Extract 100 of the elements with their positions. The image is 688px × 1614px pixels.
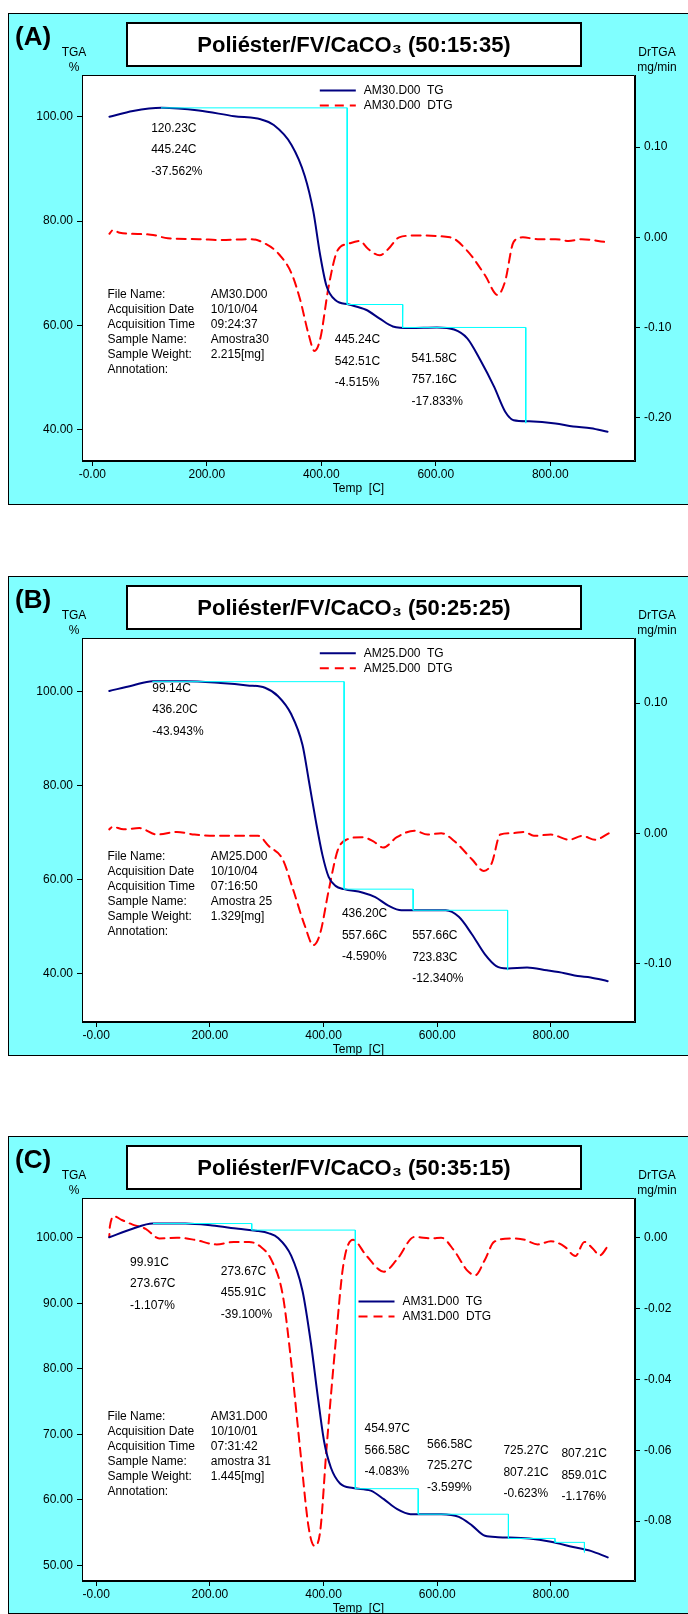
y-axis-title: TGA % <box>61 1168 87 1198</box>
y-tick-label: 40.00 <box>42 422 74 437</box>
y-tick-label: 90.00 <box>42 1295 74 1310</box>
annotation: 757.16C <box>411 372 458 387</box>
y-tick-label: 80.00 <box>42 213 74 228</box>
text: File Name: AM25.D00 <box>107 849 268 864</box>
annotation: 566.58C <box>427 1436 473 1451</box>
y2-tick-label: 0.00 <box>644 229 668 244</box>
annotation: -12.340% <box>412 971 464 986</box>
annotation: -1.107% <box>130 1297 176 1312</box>
y-tick-label: 60.00 <box>42 872 74 887</box>
chart-title: Poliéster/FV/CaCO₃ (50:35:15) <box>126 1145 582 1190</box>
text: Sample Weight: 2.215[mg] <box>107 347 265 362</box>
y-tick-label: 80.00 <box>42 778 74 793</box>
text: (C) <box>15 1144 52 1175</box>
x-tick-label: 800.00 <box>532 1586 570 1601</box>
text: Sample Name: Amostra30 <box>107 332 269 347</box>
annotation: -4.083% <box>364 1464 410 1479</box>
annotation: 436.20C <box>341 906 388 921</box>
text: Sample Weight: 1.445[mg] <box>107 1468 265 1483</box>
annotation: -43.943% <box>152 723 204 738</box>
text: Acquisition Date 10/10/04 <box>107 302 258 317</box>
y2-axis-title: DrTGA mg/min <box>637 45 677 75</box>
legend-label: AM31.D00 TG <box>402 1293 483 1308</box>
legend-label: AM30.D00 TG <box>363 82 444 97</box>
legend-label: AM25.D00 TG <box>363 645 444 660</box>
text: Acquisition Date 10/10/04 <box>107 864 258 879</box>
legend-label: AM25.D00 DTG <box>363 660 453 675</box>
x-axis-title: Temp [C] <box>332 481 385 496</box>
y-tick-label: 50.00 <box>42 1557 74 1572</box>
annotation: -0.623% <box>503 1486 549 1501</box>
annotation: Annotation: <box>107 1483 169 1498</box>
y-tick-label: 100.00 <box>36 684 74 699</box>
text: (B) <box>15 584 52 615</box>
annotation: 273.67C <box>130 1276 176 1291</box>
text: (A) <box>15 21 52 52</box>
y-tick-label: 80.00 <box>42 1361 74 1376</box>
y2-tick-label: -0.06 <box>644 1442 672 1457</box>
y2-tick-label: -0.04 <box>644 1371 672 1386</box>
x-tick-label: 800.00 <box>532 1027 570 1042</box>
text: Sample Weight: 1.329[mg] <box>107 909 265 924</box>
annotation: -39.100% <box>220 1306 273 1321</box>
legend-label: AM31.D00 DTG <box>402 1308 492 1323</box>
annotation: 273.67C <box>220 1263 267 1278</box>
annotation: Annotation: <box>107 362 169 377</box>
x-tick-label: 400.00 <box>302 466 340 481</box>
annotation: 436.20C <box>152 702 198 717</box>
y2-tick-label: -0.20 <box>644 410 672 425</box>
text: Acquisition Time 09:24:37 <box>107 317 258 332</box>
annotation: -4.590% <box>341 949 387 964</box>
y2-tick-label: 0.10 <box>644 695 668 710</box>
annotation: 445.24C <box>151 142 197 157</box>
annotation: -4.515% <box>334 375 380 390</box>
text: Acquisition Time 07:16:50 <box>107 879 258 894</box>
annotation: 557.66C <box>341 927 388 942</box>
annotation: 557.66C <box>412 928 458 943</box>
x-tick-label: 200.00 <box>191 1586 229 1601</box>
y-axis-title: TGA % <box>61 45 87 75</box>
annotation: 454.97C <box>364 1421 411 1436</box>
annotation: 725.27C <box>427 1458 473 1473</box>
annotation: 859.01C <box>561 1467 608 1482</box>
y2-tick-label: -0.10 <box>644 955 672 970</box>
y-tick-label: 100.00 <box>36 1230 74 1245</box>
y-tick-label: 70.00 <box>42 1426 74 1441</box>
annotation: -1.176% <box>561 1489 607 1504</box>
text: File Name: AM31.D00 <box>107 1408 268 1423</box>
annotation: Annotation: <box>107 924 169 939</box>
x-axis-title: Temp [C] <box>332 1601 385 1614</box>
legend-label: AM30.D00 DTG <box>363 97 453 112</box>
annotation: 120.23C <box>151 120 197 135</box>
x-tick-label: -0.00 <box>82 1586 111 1601</box>
annotation: -37.562% <box>151 163 203 178</box>
text: Sample Name: Amostra 25 <box>107 894 273 909</box>
text: Acquisition Time 07:31:42 <box>107 1438 258 1453</box>
y2-tick-label: -0.08 <box>644 1513 672 1528</box>
x-tick-label: -0.00 <box>82 1027 111 1042</box>
annotation: -3.599% <box>427 1479 473 1494</box>
annotation: 723.83C <box>412 949 458 964</box>
y-tick-label: 100.00 <box>36 109 74 124</box>
y2-tick-label: -0.02 <box>644 1300 672 1315</box>
annotation: 445.24C <box>334 332 381 347</box>
x-tick-label: -0.00 <box>78 466 107 481</box>
y2-tick-label: -0.10 <box>644 319 672 334</box>
y2-tick-label: 0.00 <box>644 1229 668 1244</box>
x-tick-label: 800.00 <box>531 466 569 481</box>
chart-title: Poliéster/FV/CaCO₃ (50:25:25) <box>126 585 582 630</box>
annotation: 566.58C <box>364 1442 411 1457</box>
annotation: 455.91C <box>220 1285 267 1300</box>
annotation: 99.91C <box>130 1254 170 1269</box>
annotation: -17.833% <box>411 393 464 408</box>
y-axis-title: TGA % <box>61 608 87 638</box>
x-tick-label: 200.00 <box>188 466 226 481</box>
y-tick-label: 40.00 <box>42 965 74 980</box>
text: File Name: AM30.D00 <box>107 287 268 302</box>
line-series <box>108 825 610 947</box>
annotation: 725.27C <box>503 1443 550 1458</box>
annotation: 542.51C <box>334 353 381 368</box>
line-series <box>108 680 609 983</box>
x-tick-label: 600.00 <box>418 1027 456 1042</box>
y2-axis-title: DrTGA mg/min <box>637 1168 677 1198</box>
